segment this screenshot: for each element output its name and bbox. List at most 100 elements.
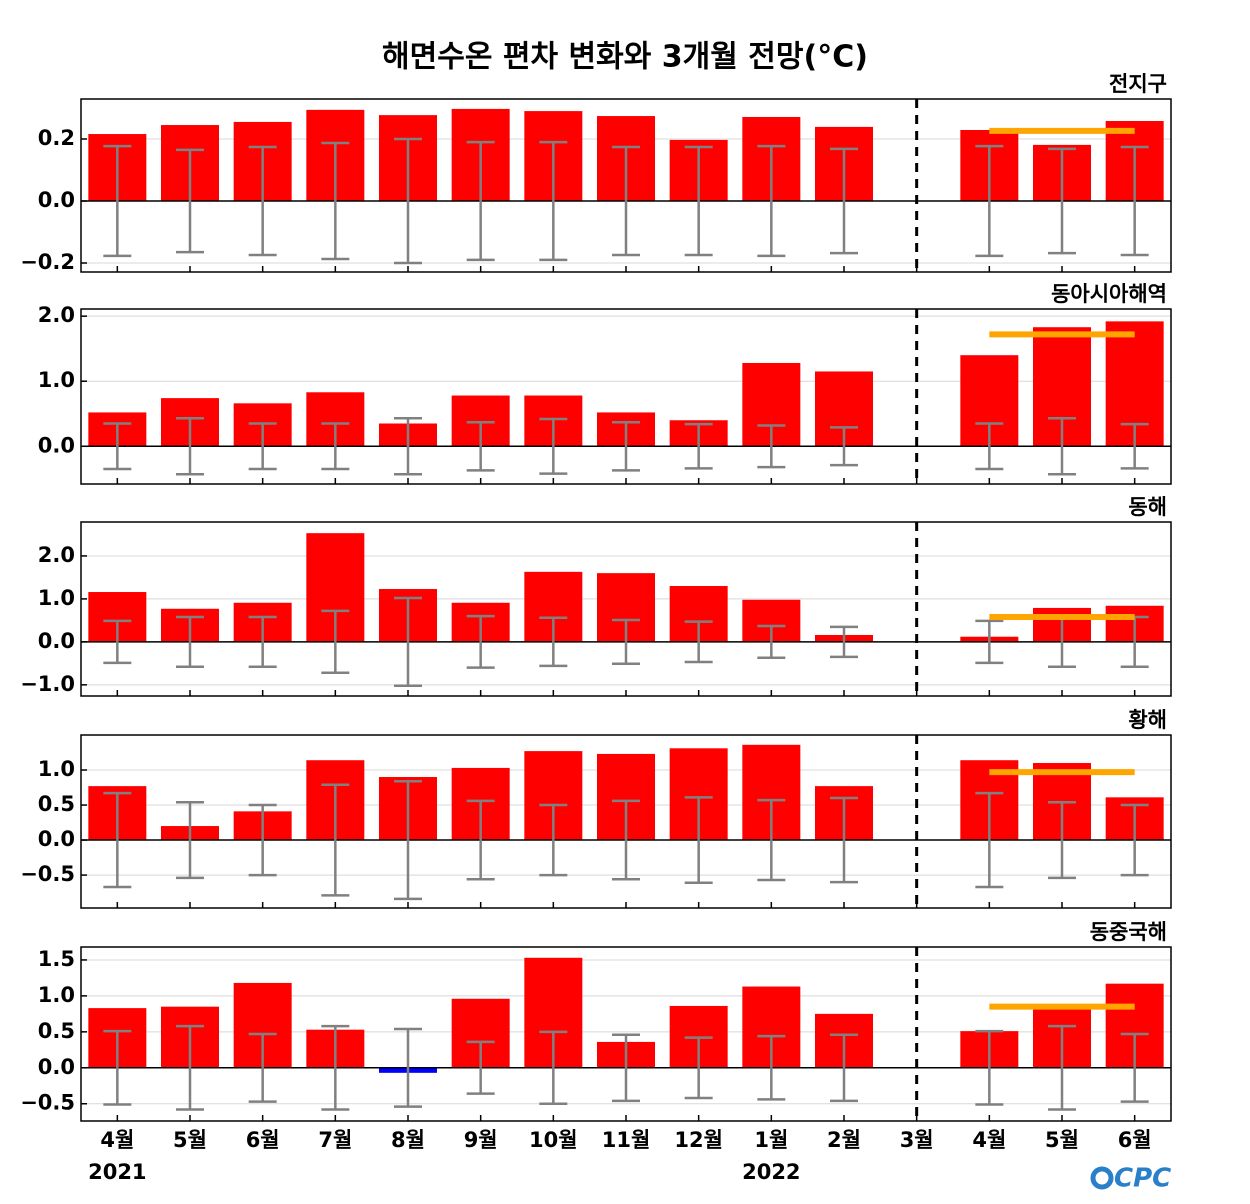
x-tick-label: 6월 xyxy=(246,1128,280,1152)
error-bar xyxy=(684,796,713,885)
error-bar xyxy=(975,619,1004,665)
error-bar xyxy=(248,1032,277,1103)
error-bar xyxy=(539,616,568,668)
error-bar xyxy=(176,1024,204,1111)
error-bar xyxy=(103,144,132,258)
error-bar xyxy=(612,145,640,257)
error-bar xyxy=(539,803,568,877)
year-label: 2021 xyxy=(88,1160,146,1184)
y-tick-label: 1.0 xyxy=(38,757,75,781)
error-bar xyxy=(1120,803,1149,877)
x-tick-label: 5월 xyxy=(1045,1128,1079,1152)
y-tick-label: −0.5 xyxy=(20,862,75,886)
error-bar xyxy=(394,417,422,476)
error-bar xyxy=(466,614,495,669)
chart-title: 해면수온 편차 변화와 3개월 전망(°C) xyxy=(382,40,868,75)
y-tick-label: 0.0 xyxy=(38,188,75,212)
error-bar xyxy=(321,609,350,675)
y-tick-label: 0.0 xyxy=(38,433,75,457)
x-tick-label: 11월 xyxy=(602,1128,651,1152)
x-tick-label: 2월 xyxy=(827,1128,861,1152)
error-bar xyxy=(757,424,786,469)
y-tick-label: 0.0 xyxy=(38,827,75,851)
error-bar xyxy=(321,1024,350,1111)
error-bar xyxy=(684,145,713,257)
error-bar xyxy=(321,422,350,471)
plot-frame xyxy=(80,98,1172,273)
error-bar xyxy=(612,420,640,472)
error-bar xyxy=(103,422,132,471)
error-bar xyxy=(176,800,204,880)
plot-frame xyxy=(80,734,1172,909)
panel-title: 전지구 xyxy=(1109,72,1167,96)
error-bar xyxy=(176,148,204,254)
error-bar xyxy=(321,141,350,261)
error-bar xyxy=(103,1029,132,1106)
x-tick-label: 10월 xyxy=(529,1128,578,1152)
error-bar xyxy=(1048,147,1076,255)
error-bar xyxy=(103,619,132,665)
error-bar xyxy=(466,420,495,472)
x-tick-label: 9월 xyxy=(464,1128,498,1152)
error-bar xyxy=(612,618,640,666)
x-tick-label: 7월 xyxy=(318,1128,352,1152)
x-tick-label: 12월 xyxy=(674,1128,723,1152)
error-bar xyxy=(684,422,713,470)
error-bar xyxy=(176,417,204,476)
error-bar xyxy=(684,1036,713,1100)
error-bar xyxy=(248,615,277,669)
error-bar xyxy=(1120,1032,1149,1103)
error-bar xyxy=(1120,145,1149,257)
y-tick-label: 0.5 xyxy=(38,792,75,816)
y-tick-label: −1.0 xyxy=(20,672,75,696)
error-bar xyxy=(394,1027,422,1108)
error-bar xyxy=(394,596,422,687)
x-tick-label: 8월 xyxy=(391,1128,425,1152)
error-bar xyxy=(975,791,1004,889)
x-tick-label: 6월 xyxy=(1118,1128,1152,1152)
error-bar xyxy=(757,798,786,882)
panel-title: 황해 xyxy=(1128,708,1167,732)
error-bar xyxy=(830,426,858,467)
y-tick-label: 0.2 xyxy=(38,126,75,150)
error-bar xyxy=(1120,422,1149,470)
logo-mark xyxy=(1090,1166,1114,1190)
y-tick-label: −0.2 xyxy=(20,250,75,274)
error-bar xyxy=(466,1040,495,1095)
error-bar xyxy=(612,1033,640,1103)
error-bar xyxy=(612,799,640,881)
y-tick-label: 0.0 xyxy=(38,1055,75,1079)
error-bar xyxy=(975,422,1004,471)
error-bar xyxy=(394,779,422,901)
panel-title: 동중국해 xyxy=(1090,920,1167,944)
x-tick-label: 5월 xyxy=(173,1128,207,1152)
y-tick-label: 2.0 xyxy=(38,303,75,327)
error-bar xyxy=(466,799,495,881)
error-bar xyxy=(176,615,204,669)
error-bar xyxy=(975,1029,1004,1106)
error-bar xyxy=(830,1033,858,1103)
panel-title: 동아시아해역 xyxy=(1051,282,1167,306)
y-tick-label: 1.5 xyxy=(38,947,75,971)
plot-frame xyxy=(80,946,1172,1122)
error-bar xyxy=(248,422,277,471)
year-label: 2022 xyxy=(742,1160,800,1184)
error-bar xyxy=(539,1030,568,1105)
error-bar xyxy=(1048,417,1076,476)
y-tick-label: −0.5 xyxy=(20,1091,75,1115)
error-bar xyxy=(757,144,786,258)
error-bar xyxy=(1048,800,1076,880)
error-bar xyxy=(830,796,858,884)
error-bar xyxy=(394,137,422,265)
y-tick-label: 1.0 xyxy=(38,368,75,392)
plot-frame xyxy=(80,308,1172,485)
error-bar xyxy=(103,791,132,889)
x-tick-label: 4월 xyxy=(100,1128,134,1152)
error-bar xyxy=(975,144,1004,258)
x-tick-label: 4월 xyxy=(972,1128,1006,1152)
x-tick-label: 1월 xyxy=(754,1128,788,1152)
error-bar xyxy=(539,140,568,262)
x-tick-label: 3월 xyxy=(900,1128,934,1152)
error-bar xyxy=(1048,1024,1076,1111)
